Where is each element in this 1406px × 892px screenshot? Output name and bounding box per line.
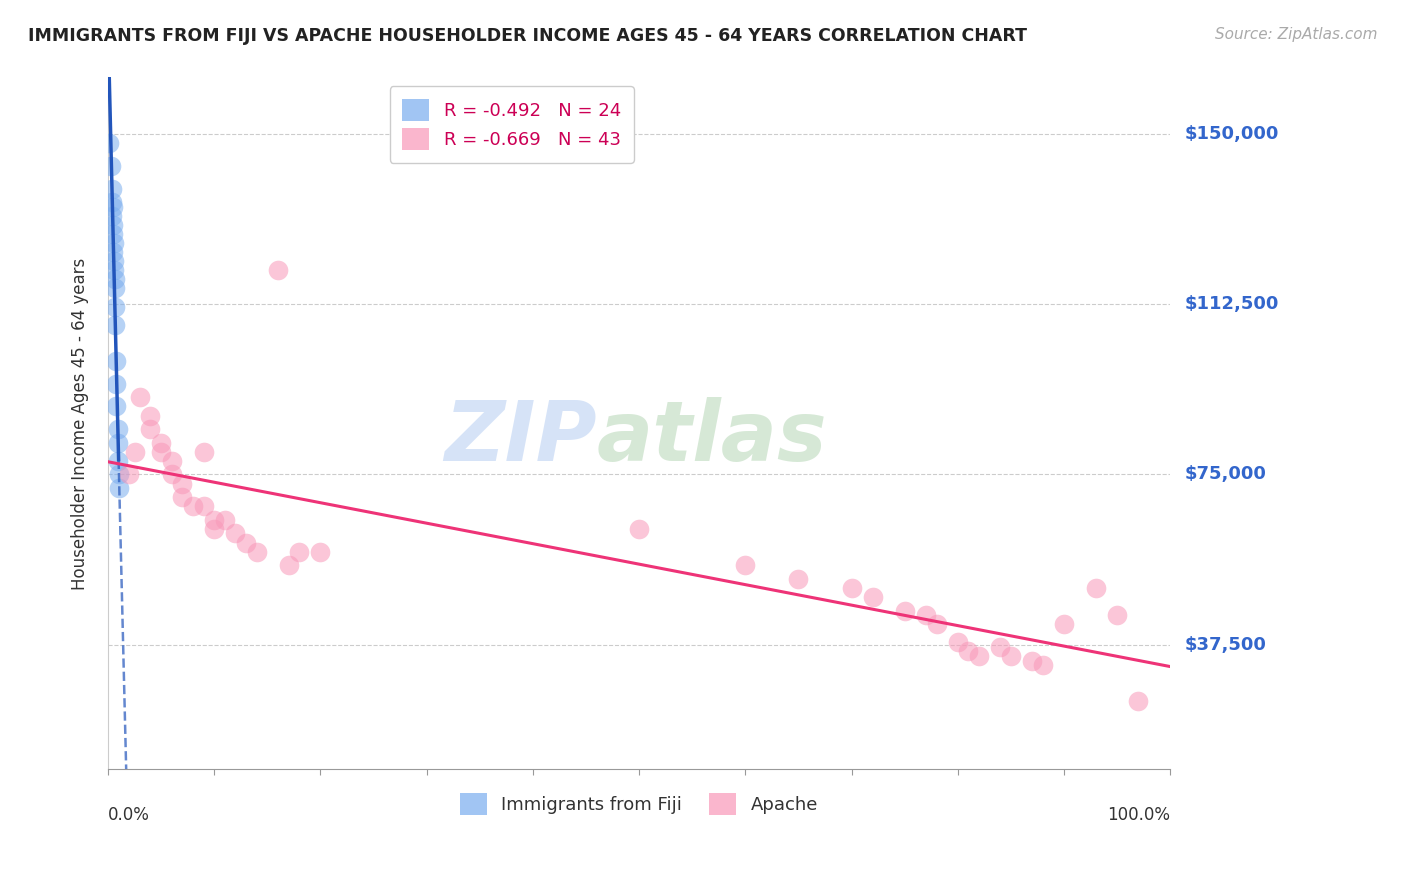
Point [1021,654,1043,668]
Point [1000,648,1022,663]
Point [150,435,173,450]
Point [104,272,127,286]
Point [172,490,194,504]
Point [1107,608,1129,623]
Text: 100.0%: 100.0% [1108,805,1170,823]
Point [160,454,183,468]
Point [946,635,969,649]
Point [915,608,938,623]
Point [103,227,125,241]
Point [172,476,194,491]
Point [150,445,173,459]
Point [628,522,651,536]
Point [1084,581,1107,595]
Point [139,409,162,423]
Point [124,445,146,459]
Point [139,422,162,436]
Text: $150,000: $150,000 [1184,125,1278,143]
Point [862,590,884,604]
Point [214,513,236,527]
Point [104,318,127,332]
Text: $112,500: $112,500 [1184,295,1278,313]
Text: Source: ZipAtlas.com: Source: ZipAtlas.com [1215,27,1378,42]
Point [103,235,125,250]
Point [1053,617,1076,632]
Text: 0.0%: 0.0% [108,805,150,823]
Point [103,263,125,277]
Point [235,535,257,549]
Text: IMMIGRANTS FROM FIJI VS APACHE HOUSEHOLDER INCOME AGES 45 - 64 YEARS CORRELATION: IMMIGRANTS FROM FIJI VS APACHE HOUSEHOLD… [28,27,1028,45]
Point [267,263,290,277]
Point [925,617,948,632]
Point [101,195,124,210]
Point [103,218,125,232]
Point [107,467,129,482]
Point [734,558,756,573]
Point [104,281,127,295]
Legend: Immigrants from Fiji, Apache: Immigrants from Fiji, Apache [453,786,825,822]
Point [309,544,332,558]
Point [288,544,311,558]
Point [107,422,129,436]
Point [107,481,129,495]
Point [277,558,299,573]
Point [105,354,128,368]
Point [1032,658,1054,673]
Text: atlas: atlas [596,397,827,478]
Point [988,640,1011,654]
Point [967,648,990,663]
Point [202,522,225,536]
Point [893,604,915,618]
Point [246,544,269,558]
Point [224,526,246,541]
Point [160,467,183,482]
Point [118,467,141,482]
Y-axis label: Householder Income Ages 45 - 64 years: Householder Income Ages 45 - 64 years [72,257,89,590]
Point [193,445,215,459]
Point [107,435,129,450]
Point [100,159,122,173]
Text: $75,000: $75,000 [1184,466,1265,483]
Point [128,390,150,404]
Point [181,500,204,514]
Point [1128,694,1150,708]
Point [957,644,980,658]
Point [103,200,125,214]
Point [841,581,863,595]
Point [105,400,128,414]
Point [103,254,125,268]
Text: ZIP: ZIP [444,397,596,478]
Point [101,209,124,223]
Point [107,454,129,468]
Point [202,513,225,527]
Point [105,376,128,391]
Point [103,245,125,260]
Text: $37,500: $37,500 [1184,636,1265,654]
Point [193,500,215,514]
Point [787,572,810,586]
Point [101,181,124,195]
Point [98,136,121,151]
Point [104,300,127,314]
